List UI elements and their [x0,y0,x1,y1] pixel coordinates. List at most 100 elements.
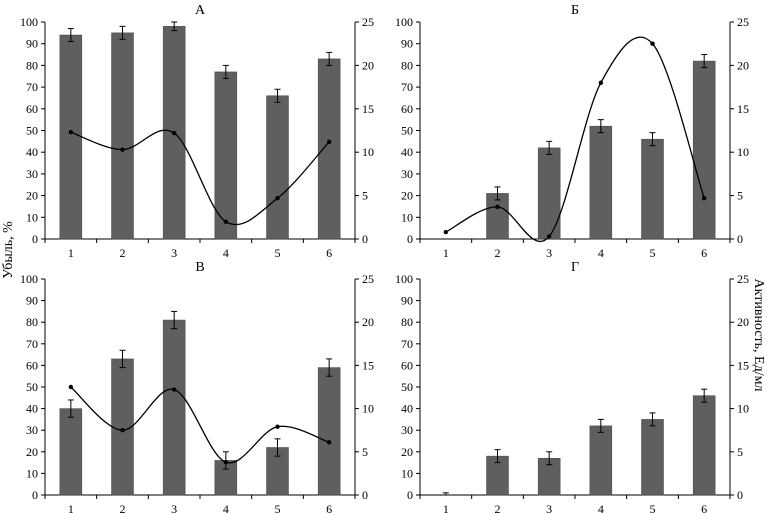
y-tick-label-right: 10 [362,402,374,416]
y-tick-label-left: 10 [26,210,38,224]
x-tick-label: 4 [598,502,604,513]
activity-point [495,204,500,210]
panel-title: Г [571,260,579,275]
x-tick-label: 5 [275,502,281,513]
panel-title: В [195,260,204,275]
bar [317,58,341,240]
y-tick-label-left: 70 [401,80,413,94]
bar [641,138,664,240]
y-tick-label-left: 30 [401,167,413,181]
y-tick-label-right: 10 [737,402,749,416]
x-tick-label: 2 [495,246,501,260]
x-tick-label: 1 [68,502,74,513]
bar [162,319,186,496]
activity-point [275,424,280,429]
y-tick-label-right: 15 [362,358,374,372]
y-tick-label-left: 100 [395,15,413,29]
y-tick-label-left: 10 [26,466,38,480]
y-tick-label-left: 30 [26,167,38,181]
y-tick-label-left: 0 [32,488,38,502]
y-tick-label-right: 5 [362,189,368,203]
y-tick-label-right: 10 [737,145,749,159]
activity-point [120,147,125,152]
y-tick-label-left: 50 [401,380,413,394]
activity-point [326,139,332,144]
x-tick-label: 6 [701,246,707,260]
panel-3: В 0 10 20 30 40 50 60 70 80 90 100 0 5 10 15 20 25 1 2 3 4 5 6 [20,260,374,513]
y-tick-label-left: 80 [401,58,413,72]
y-tick-label-right: 20 [362,58,374,72]
panel-1: А 0 10 20 30 40 50 60 70 80 90 100 0 5 10 15 20 25 1 2 3 4 5 6 [20,3,374,260]
y-tick-label-left: 80 [26,58,38,72]
y-tick-label-left: 70 [26,80,38,94]
activity-point [326,440,332,445]
y-tick-label-right: 0 [737,488,743,502]
x-tick-label: 6 [326,246,332,260]
panel-title: А [195,3,206,18]
activity-point [546,234,552,239]
activity-point [701,196,707,201]
bar [59,408,83,496]
y-tick-label-left: 20 [26,189,38,203]
x-tick-label: 3 [546,246,552,260]
y-tick-label-left: 20 [401,189,413,203]
y-tick-label-right: 5 [737,445,743,459]
x-tick-label: 5 [275,246,281,260]
y-tick-label-left: 30 [401,423,413,437]
activity-point [443,229,449,235]
y-tick-label-left: 20 [401,445,413,459]
x-tick-label: 4 [223,246,229,260]
y-tick-label-left: 100 [20,15,38,29]
y-tick-label-left: 60 [401,102,413,116]
activity-point [598,80,604,85]
y-tick-label-left: 90 [26,294,38,308]
x-tick-label: 3 [171,502,177,513]
y-axis-right-label: Активность, Ед/мл [751,279,766,392]
y-tick-label-right: 0 [362,488,368,502]
y-axis-left-label: Убыль, % [1,221,16,279]
bar [317,367,341,496]
activity-point [223,219,229,224]
activity-point [68,384,74,390]
y-tick-label-left: 30 [26,423,38,437]
bar [692,60,716,240]
y-tick-label-left: 70 [401,337,413,351]
x-tick-label: 1 [68,246,74,260]
y-tick-label-right: 25 [737,272,749,286]
activity-point [275,196,280,201]
y-tick-label-left: 90 [401,294,413,308]
bar [692,395,716,496]
activity-line [70,386,330,464]
activity-point [68,130,74,135]
y-tick-label-right: 0 [737,232,743,246]
y-tick-label-right: 5 [362,445,368,459]
x-tick-label: 5 [650,246,656,260]
y-tick-label-right: 25 [362,272,374,286]
y-tick-label-right: 20 [737,315,749,329]
bar [589,425,613,496]
y-tick-label-right: 15 [362,102,374,116]
y-tick-label-left: 20 [26,445,38,459]
bar [59,34,83,240]
x-tick-label: 2 [120,502,126,513]
y-tick-label-left: 60 [26,358,38,372]
y-tick-label-left: 90 [26,37,38,51]
bar [111,32,134,240]
y-tick-label-left: 80 [401,315,413,329]
bar [266,95,289,240]
x-tick-label: 2 [120,246,126,260]
activity-point [120,428,125,433]
activity-point [171,387,177,392]
y-tick-label-left: 40 [26,402,38,416]
bar [641,419,664,496]
y-tick-label-right: 15 [737,102,749,116]
y-tick-label-left: 10 [401,466,413,480]
bar [537,147,561,240]
panel-2: Б 0 10 20 30 40 50 60 70 80 90 100 0 5 10 15 20 25 1 2 3 4 5 6 [395,3,749,260]
y-tick-label-right: 5 [737,189,743,203]
x-tick-label: 2 [495,502,501,513]
y-tick-label-right: 15 [737,358,749,372]
activity-point [650,41,655,46]
y-tick-label-left: 50 [26,124,38,138]
